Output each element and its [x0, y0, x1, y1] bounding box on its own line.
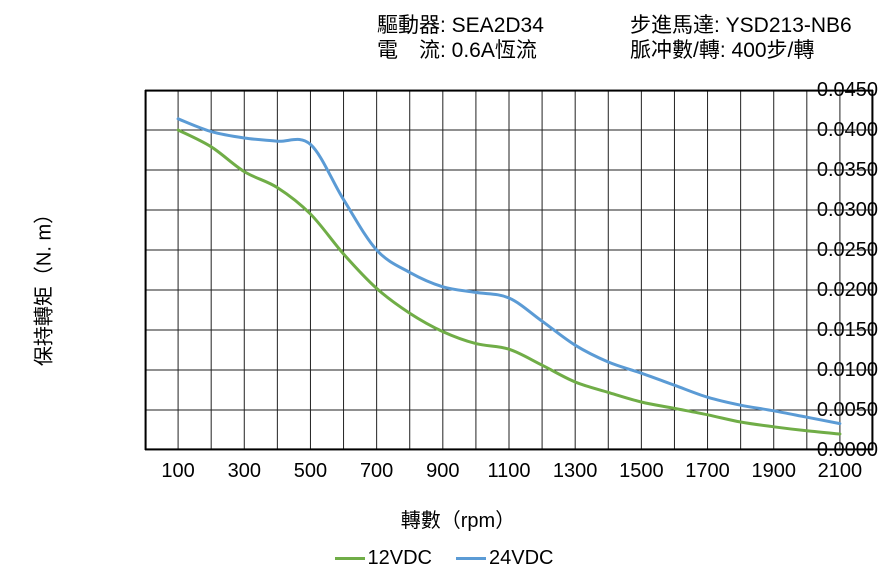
legend-entry-24vdc: 24VDC — [456, 547, 553, 570]
x-tick-label: 500 — [293, 460, 328, 482]
x-tick-label: 700 — [359, 460, 394, 482]
driver-label: 驅動器: — [377, 14, 452, 37]
legend-line-icon — [334, 556, 365, 560]
plot-border — [145, 90, 874, 450]
series-line-12vdc — [176, 128, 842, 436]
pulses-label: 脈冲數/轉: — [630, 39, 732, 62]
x-tick-label: 1900 — [751, 460, 796, 482]
pulses-value: 400步/轉 — [731, 39, 815, 62]
header-pulses: 脈冲數/轉: 400步/轉 — [630, 38, 814, 63]
header-motor: 步進馬達: YSD213-NB6 — [630, 13, 852, 38]
x-tick-label: 1700 — [685, 460, 730, 482]
current-label: 電 流: — [377, 39, 452, 62]
x-tick-label: 1500 — [619, 460, 664, 482]
legend: 12VDC 24VDC — [0, 545, 888, 571]
plot-area — [144, 89, 874, 451]
x-tick-label: 300 — [227, 460, 261, 482]
driver-value: SEA2D34 — [451, 14, 544, 37]
x-axis-title: 轉數（rpm） — [400, 510, 516, 532]
series-line-24vdc — [176, 117, 842, 426]
current-value: 0.6A恆流 — [451, 39, 537, 62]
legend-entry-12vdc: 12VDC — [334, 546, 432, 570]
header-current: 電 流: 0.6A恆流 — [377, 38, 537, 63]
motor-label: 步進馬達: — [630, 14, 726, 37]
legend-label: 24VDC — [489, 546, 554, 569]
legend-line-icon — [456, 556, 486, 560]
y-axis-title: 保持轉矩（N. m） — [33, 203, 56, 367]
x-tick-label: 1100 — [487, 460, 531, 482]
x-tick-label: 900 — [426, 460, 460, 482]
header-driver: 驅動器: SEA2D34 — [377, 13, 544, 38]
x-tick-label: 1300 — [552, 460, 598, 482]
x-tick-label: 2100 — [817, 460, 863, 482]
motor-value: YSD213-NB6 — [725, 14, 852, 37]
x-tick-label: 100 — [161, 460, 195, 482]
legend-label: 12VDC — [367, 546, 432, 569]
